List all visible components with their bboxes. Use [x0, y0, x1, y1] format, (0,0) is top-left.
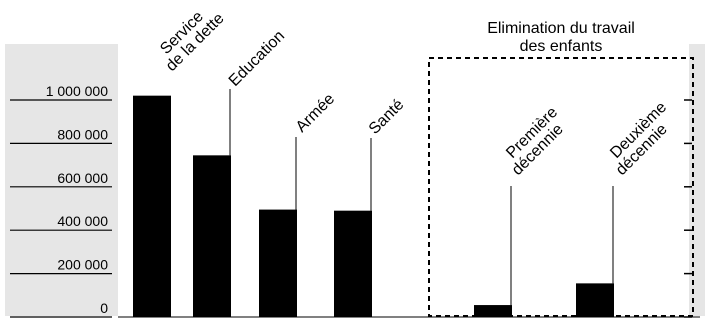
- label-leader-lines: [229, 89, 614, 306]
- bar: [474, 305, 512, 317]
- bar: [334, 210, 372, 317]
- category-label-line: Santé: [366, 96, 408, 138]
- category-label: Armée: [293, 90, 338, 135]
- bar: [193, 155, 231, 317]
- left-panel: [5, 44, 118, 316]
- right-panel: [689, 44, 705, 316]
- category-label: Santé: [366, 96, 408, 138]
- y-axis-right-ticks: [684, 99, 692, 318]
- y-axis: 0 200 000 400 000 600 000 800 000 1 000 000: [10, 83, 700, 318]
- box-title-line-1: Elimination du travail: [487, 20, 635, 37]
- bars: [133, 95, 614, 317]
- category-label-line: Education: [226, 27, 288, 89]
- y-tick-label: 1 000 000: [46, 83, 108, 99]
- y-tick-label: 600 000: [57, 170, 108, 186]
- y-tick-label: 0: [100, 300, 108, 316]
- bar: [133, 95, 171, 317]
- y-tick-label: 800 000: [57, 126, 108, 142]
- bar: [576, 283, 614, 317]
- y-tick-label: 400 000: [57, 213, 108, 229]
- category-label: Premièredécennie: [497, 104, 572, 179]
- bar: [259, 209, 297, 317]
- y-tick-label: 200 000: [57, 257, 108, 273]
- child-labour-box: [428, 57, 694, 317]
- box-title-line-2: des enfants: [520, 38, 603, 55]
- category-label-line: Armée: [293, 90, 338, 135]
- category-label: Deuxièmedécennie: [601, 99, 681, 179]
- category-label: Education: [226, 27, 288, 89]
- category-label: Servicede la dette: [151, 0, 227, 75]
